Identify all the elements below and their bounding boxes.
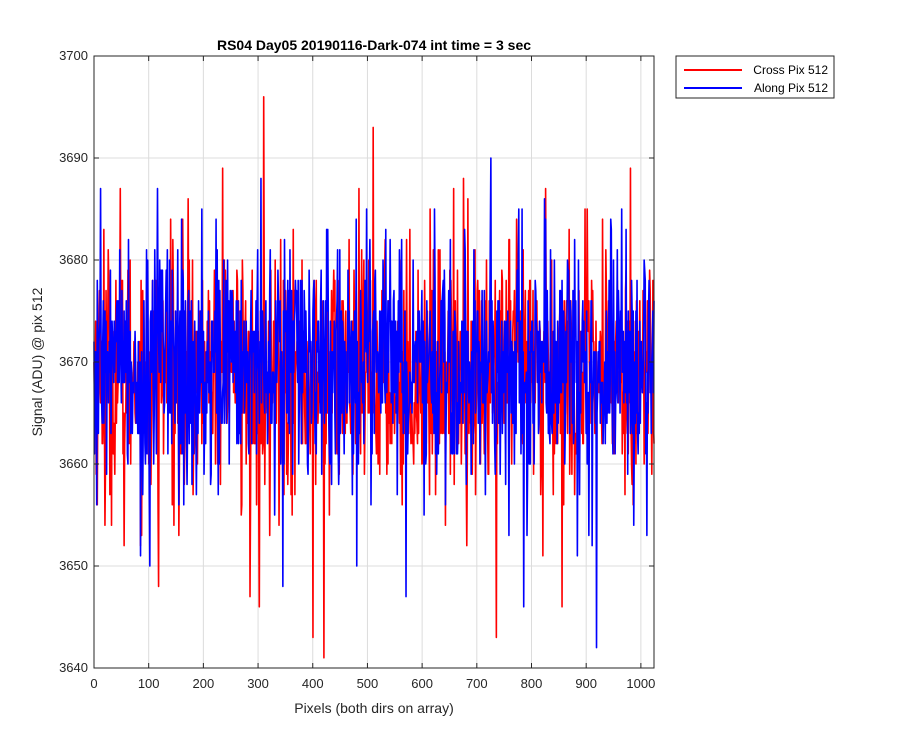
x-tick-label: 400 <box>302 676 324 691</box>
x-tick-label: 200 <box>193 676 215 691</box>
y-tick-label: 3690 <box>59 150 88 165</box>
x-tick-label: 100 <box>138 676 160 691</box>
series-lines <box>93 96 655 659</box>
y-tick-label: 3660 <box>59 456 88 471</box>
legend-label-cross: Cross Pix 512 <box>753 63 828 77</box>
x-tick-label: 900 <box>575 676 597 691</box>
x-tick-label: 700 <box>466 676 488 691</box>
x-tick-label: 600 <box>411 676 433 691</box>
x-tick-label: 1000 <box>626 676 655 691</box>
y-tick-label: 3680 <box>59 252 88 267</box>
legend-box <box>675 55 835 99</box>
legend: Cross Pix 512 Along Pix 512 <box>675 55 835 99</box>
y-tick-label: 3650 <box>59 558 88 573</box>
legend-label-along: Along Pix 512 <box>754 81 828 95</box>
y-axis-label: Signal (ADU) @ pix 512 <box>29 287 45 436</box>
y-tick-label: 3670 <box>59 354 88 369</box>
y-tick-label: 3700 <box>59 48 88 63</box>
y-tick-label: 3640 <box>59 660 88 675</box>
x-tick-label: 0 <box>90 676 97 691</box>
x-axis-label: Pixels (both dirs on array) <box>294 700 454 716</box>
x-tick-label: 800 <box>521 676 543 691</box>
x-tick-label: 500 <box>357 676 379 691</box>
chart-title: RS04 Day05 20190116-Dark-074 int time = … <box>217 37 531 53</box>
axis-ticks: 0 100 200 300 400 500 600 700 800 900 1000 3640 3650… <box>59 48 655 691</box>
series-line-along <box>93 157 655 649</box>
x-tick-label: 300 <box>247 676 269 691</box>
